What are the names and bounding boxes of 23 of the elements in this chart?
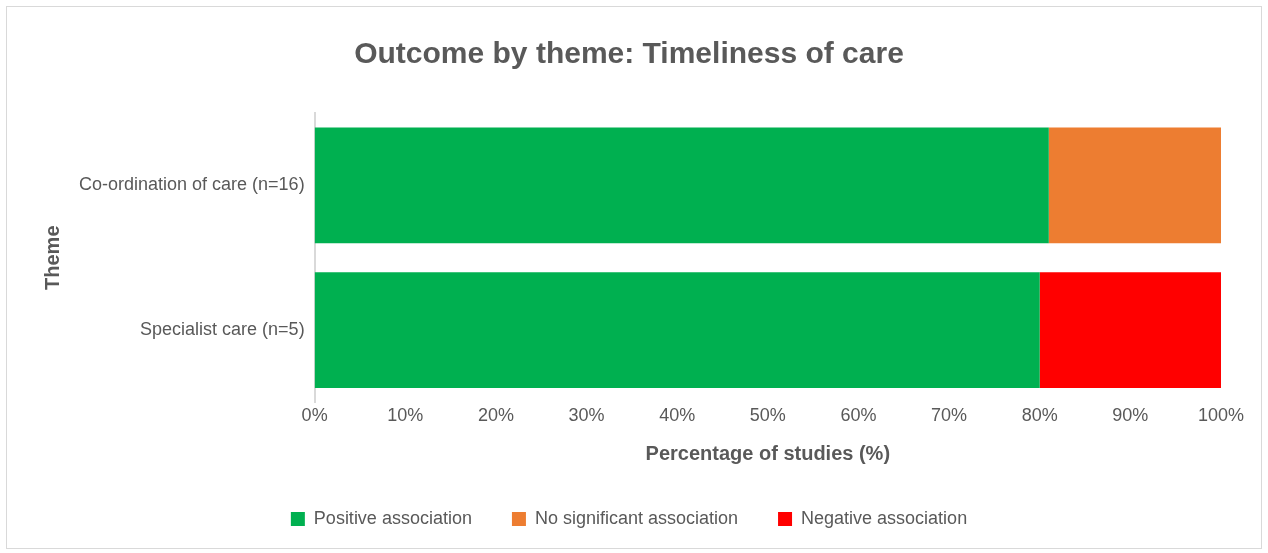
x-tick-label: 20% (477, 405, 514, 426)
bar (1048, 127, 1221, 244)
x-tick-label: 60% (840, 405, 877, 426)
y-tick-label: Co-ordination of care (n=16) (79, 174, 305, 195)
bar (1039, 272, 1221, 388)
x-tick-label: 70% (931, 405, 968, 426)
x-tick-label: 0% (301, 405, 328, 426)
legend-label: Positive association (313, 507, 472, 528)
x-tick-label: 90% (1112, 405, 1149, 426)
x-tick-label: 30% (568, 405, 605, 426)
bar (314, 127, 1049, 244)
x-tick-label: 50% (749, 405, 786, 426)
y-axis-title: Theme (40, 225, 63, 290)
legend-label: Negative association (801, 507, 968, 528)
x-tick-label: 80% (1021, 405, 1058, 426)
x-tick-label: 10% (387, 405, 424, 426)
x-tick-label: 40% (659, 405, 696, 426)
bar (314, 272, 1040, 388)
legend-label: No significant association (534, 507, 739, 528)
chart-title: Outcome by theme: Timeliness of care (354, 36, 904, 70)
y-tick-label: Specialist care (n=5) (140, 319, 305, 340)
x-axis-title: Percentage of studies (%) (645, 441, 891, 464)
x-tick-label: 100% (1197, 405, 1245, 426)
